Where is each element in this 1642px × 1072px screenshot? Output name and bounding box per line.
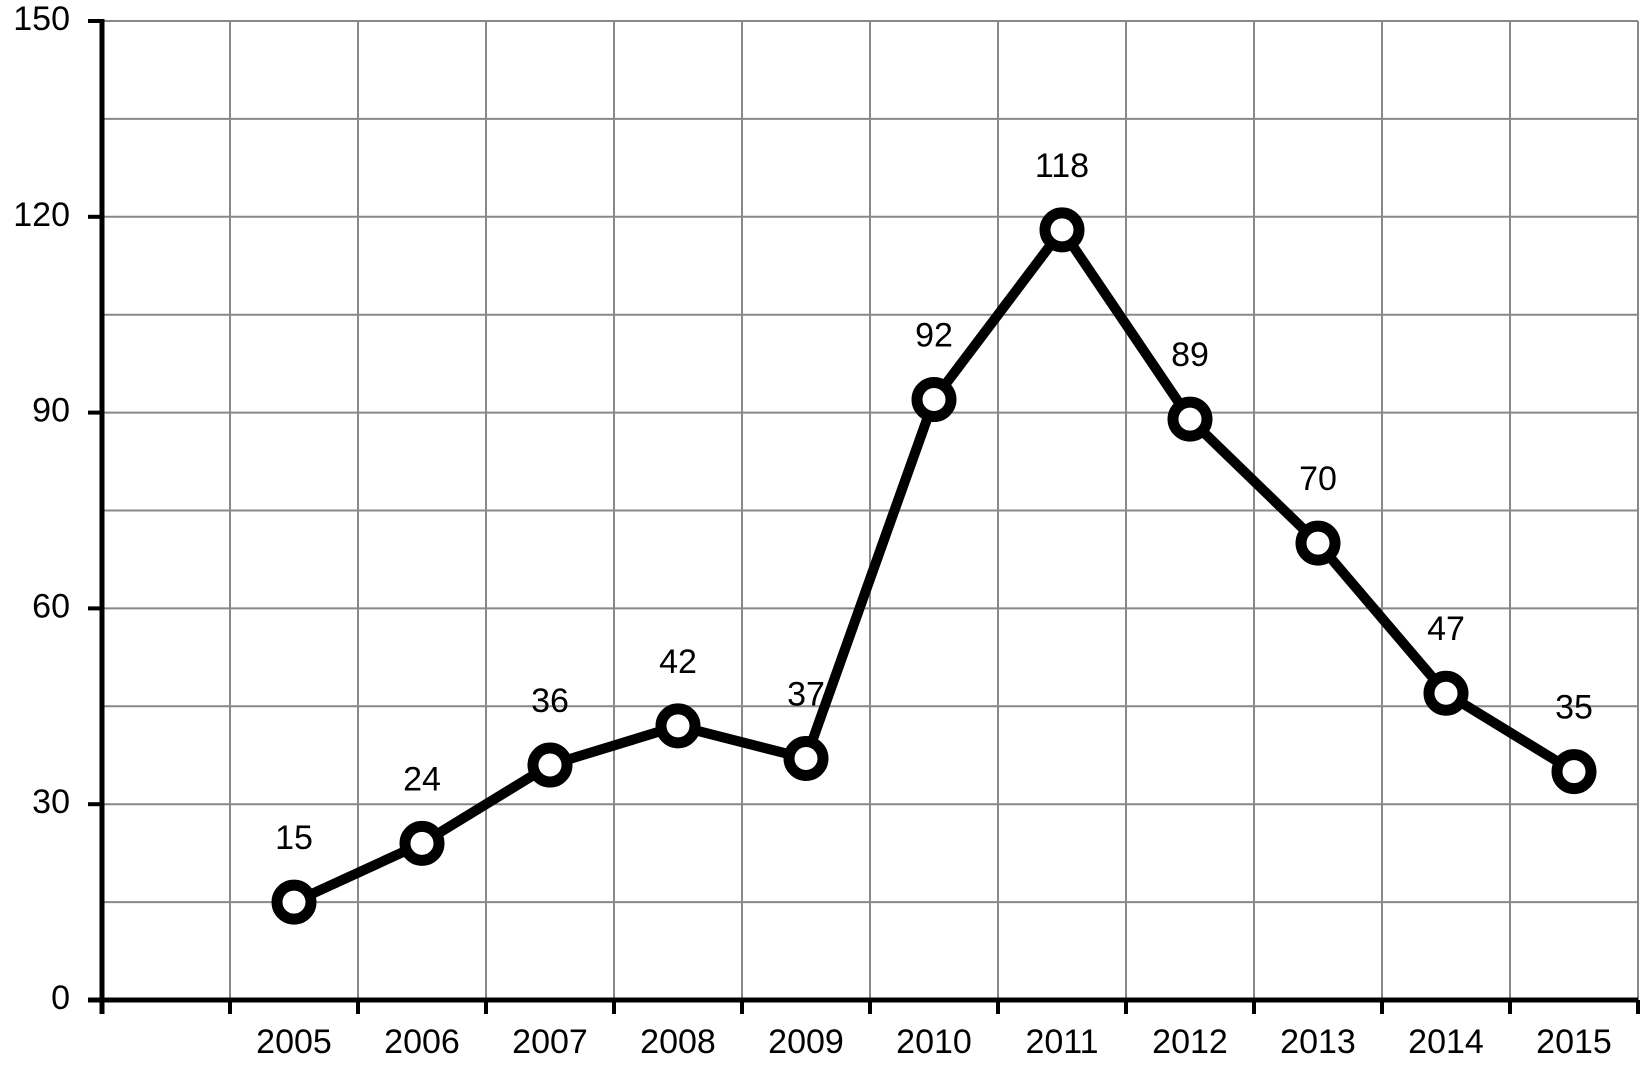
y-tick-label: 150 — [13, 0, 70, 38]
data-point — [271, 879, 317, 925]
x-tick-label: 2007 — [512, 1023, 588, 1061]
y-tick-label: 120 — [13, 196, 70, 234]
x-tick-label: 2008 — [640, 1023, 716, 1061]
x-tick-label: 2012 — [1152, 1023, 1228, 1061]
x-tick-label: 2013 — [1280, 1023, 1356, 1061]
y-tick-label: 30 — [32, 783, 70, 821]
x-tick-label: 2006 — [384, 1023, 460, 1061]
data-label: 118 — [1035, 147, 1089, 185]
y-tick-label: 0 — [51, 979, 70, 1017]
data-point — [527, 742, 573, 788]
x-tick-label: 2011 — [1025, 1023, 1098, 1061]
x-tick-label: 2005 — [256, 1023, 332, 1061]
data-point — [655, 703, 701, 749]
data-point — [1551, 749, 1597, 795]
data-label: 42 — [659, 643, 697, 681]
data-label: 24 — [403, 760, 441, 798]
data-point — [783, 736, 829, 782]
x-tick-label: 2009 — [768, 1023, 844, 1061]
data-point — [1039, 207, 1085, 253]
x-tick-label: 2010 — [896, 1023, 972, 1061]
data-label: 15 — [275, 819, 313, 857]
data-label: 47 — [1427, 610, 1465, 648]
data-point — [1167, 396, 1213, 442]
x-tick-label: 2015 — [1536, 1023, 1612, 1061]
data-point — [1423, 670, 1469, 716]
data-point — [1295, 520, 1341, 566]
y-tick-label: 60 — [32, 587, 70, 625]
data-label: 35 — [1555, 689, 1593, 727]
x-tick-label: 2014 — [1408, 1023, 1484, 1061]
data-label: 36 — [531, 682, 569, 720]
data-label: 92 — [915, 317, 953, 355]
data-label: 37 — [787, 675, 825, 713]
data-label: 89 — [1171, 336, 1209, 374]
data-point — [399, 820, 445, 866]
data-point — [911, 377, 957, 423]
data-label: 70 — [1299, 460, 1337, 498]
y-tick-label: 90 — [32, 392, 70, 430]
